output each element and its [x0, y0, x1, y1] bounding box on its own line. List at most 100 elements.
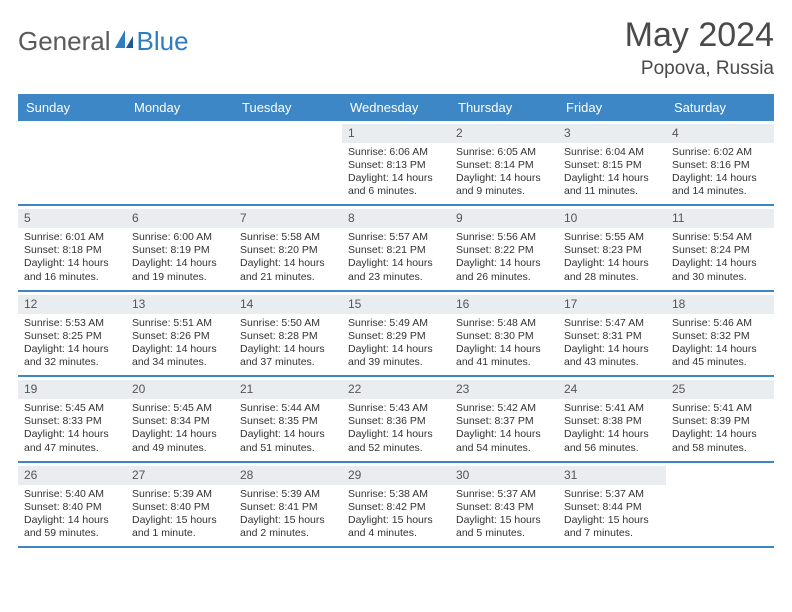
day-cell: 29Sunrise: 5:38 AMSunset: 8:42 PMDayligh…: [342, 463, 450, 547]
sunset-text: Sunset: 8:24 PM: [672, 244, 768, 257]
sunrise-text: Sunrise: 5:46 AM: [672, 317, 768, 330]
sunrise-text: Sunrise: 5:51 AM: [132, 317, 228, 330]
daylight-text: Daylight: 14 hours and 51 minutes.: [240, 428, 336, 454]
sunrise-text: Sunrise: 5:40 AM: [24, 488, 120, 501]
sunrise-text: Sunrise: 5:48 AM: [456, 317, 552, 330]
sunrise-text: Sunrise: 5:42 AM: [456, 402, 552, 415]
daylight-text: Daylight: 14 hours and 23 minutes.: [348, 257, 444, 283]
sunset-text: Sunset: 8:43 PM: [456, 501, 552, 514]
weekday-header: Friday: [558, 94, 666, 121]
sunset-text: Sunset: 8:18 PM: [24, 244, 120, 257]
date-number: 24: [558, 380, 666, 399]
sunset-text: Sunset: 8:31 PM: [564, 330, 660, 343]
day-cell: 5Sunrise: 6:01 AMSunset: 8:18 PMDaylight…: [18, 206, 126, 290]
brand-logo: General Blue: [18, 18, 189, 57]
date-number: 11: [666, 209, 774, 228]
date-number: 1: [342, 124, 450, 143]
day-cell: 28Sunrise: 5:39 AMSunset: 8:41 PMDayligh…: [234, 463, 342, 547]
sunrise-text: Sunrise: 5:45 AM: [24, 402, 120, 415]
daylight-text: Daylight: 14 hours and 49 minutes.: [132, 428, 228, 454]
sunrise-text: Sunrise: 6:02 AM: [672, 146, 768, 159]
date-number: 25: [666, 380, 774, 399]
date-number: 17: [558, 295, 666, 314]
sunrise-text: Sunrise: 5:49 AM: [348, 317, 444, 330]
sunrise-text: Sunrise: 5:44 AM: [240, 402, 336, 415]
calendar-grid: SundayMondayTuesdayWednesdayThursdayFrid…: [18, 94, 774, 549]
daylight-text: Daylight: 14 hours and 34 minutes.: [132, 343, 228, 369]
daylight-text: Daylight: 14 hours and 9 minutes.: [456, 172, 552, 198]
sunrise-text: Sunrise: 5:41 AM: [564, 402, 660, 415]
sunset-text: Sunset: 8:29 PM: [348, 330, 444, 343]
sunrise-text: Sunrise: 5:39 AM: [240, 488, 336, 501]
day-cell: 4Sunrise: 6:02 AMSunset: 8:16 PMDaylight…: [666, 121, 774, 205]
sunrise-text: Sunrise: 5:56 AM: [456, 231, 552, 244]
brand-text-2: Blue: [137, 26, 189, 57]
sunset-text: Sunset: 8:33 PM: [24, 415, 120, 428]
sunset-text: Sunset: 8:20 PM: [240, 244, 336, 257]
weekday-header: Tuesday: [234, 94, 342, 121]
weekday-header: Saturday: [666, 94, 774, 121]
sunrise-text: Sunrise: 6:04 AM: [564, 146, 660, 159]
daylight-text: Daylight: 14 hours and 43 minutes.: [564, 343, 660, 369]
week-row: 26Sunrise: 5:40 AMSunset: 8:40 PMDayligh…: [18, 463, 774, 549]
daylight-text: Daylight: 15 hours and 2 minutes.: [240, 514, 336, 540]
sunset-text: Sunset: 8:30 PM: [456, 330, 552, 343]
week-row: 1Sunrise: 6:06 AMSunset: 8:13 PMDaylight…: [18, 121, 774, 207]
weekday-header: Sunday: [18, 94, 126, 121]
daylight-text: Daylight: 14 hours and 59 minutes.: [24, 514, 120, 540]
empty-cell: [234, 121, 342, 205]
date-number: 4: [666, 124, 774, 143]
day-cell: 11Sunrise: 5:54 AMSunset: 8:24 PMDayligh…: [666, 206, 774, 290]
weekday-header-row: SundayMondayTuesdayWednesdayThursdayFrid…: [18, 94, 774, 121]
title-block: May 2024 Popova, Russia: [625, 18, 774, 80]
empty-cell: [18, 121, 126, 205]
daylight-text: Daylight: 14 hours and 11 minutes.: [564, 172, 660, 198]
sunset-text: Sunset: 8:39 PM: [672, 415, 768, 428]
page-header: General Blue May 2024 Popova, Russia: [18, 18, 774, 80]
daylight-text: Daylight: 14 hours and 19 minutes.: [132, 257, 228, 283]
date-number: 30: [450, 466, 558, 485]
daylight-text: Daylight: 14 hours and 26 minutes.: [456, 257, 552, 283]
day-cell: 2Sunrise: 6:05 AMSunset: 8:14 PMDaylight…: [450, 121, 558, 205]
daylight-text: Daylight: 14 hours and 37 minutes.: [240, 343, 336, 369]
daylight-text: Daylight: 14 hours and 30 minutes.: [672, 257, 768, 283]
day-cell: 23Sunrise: 5:42 AMSunset: 8:37 PMDayligh…: [450, 377, 558, 461]
sunset-text: Sunset: 8:21 PM: [348, 244, 444, 257]
daylight-text: Daylight: 14 hours and 54 minutes.: [456, 428, 552, 454]
sunset-text: Sunset: 8:25 PM: [24, 330, 120, 343]
daylight-text: Daylight: 14 hours and 52 minutes.: [348, 428, 444, 454]
sunrise-text: Sunrise: 5:47 AM: [564, 317, 660, 330]
date-number: 10: [558, 209, 666, 228]
daylight-text: Daylight: 14 hours and 21 minutes.: [240, 257, 336, 283]
date-number: 19: [18, 380, 126, 399]
date-number: 2: [450, 124, 558, 143]
day-cell: 22Sunrise: 5:43 AMSunset: 8:36 PMDayligh…: [342, 377, 450, 461]
date-number: 27: [126, 466, 234, 485]
day-cell: 14Sunrise: 5:50 AMSunset: 8:28 PMDayligh…: [234, 292, 342, 376]
date-number: 18: [666, 295, 774, 314]
date-number: 15: [342, 295, 450, 314]
date-number: 14: [234, 295, 342, 314]
day-cell: 20Sunrise: 5:45 AMSunset: 8:34 PMDayligh…: [126, 377, 234, 461]
sunrise-text: Sunrise: 5:37 AM: [564, 488, 660, 501]
day-cell: 25Sunrise: 5:41 AMSunset: 8:39 PMDayligh…: [666, 377, 774, 461]
week-row: 12Sunrise: 5:53 AMSunset: 8:25 PMDayligh…: [18, 292, 774, 378]
day-cell: 13Sunrise: 5:51 AMSunset: 8:26 PMDayligh…: [126, 292, 234, 376]
brand-text-1: General: [18, 26, 111, 57]
empty-cell: [126, 121, 234, 205]
weekday-header: Thursday: [450, 94, 558, 121]
sunrise-text: Sunrise: 6:01 AM: [24, 231, 120, 244]
date-number: 13: [126, 295, 234, 314]
day-cell: 7Sunrise: 5:58 AMSunset: 8:20 PMDaylight…: [234, 206, 342, 290]
daylight-text: Daylight: 14 hours and 32 minutes.: [24, 343, 120, 369]
daylight-text: Daylight: 15 hours and 1 minute.: [132, 514, 228, 540]
date-number: 3: [558, 124, 666, 143]
weekday-header: Monday: [126, 94, 234, 121]
date-number: 26: [18, 466, 126, 485]
day-cell: 30Sunrise: 5:37 AMSunset: 8:43 PMDayligh…: [450, 463, 558, 547]
date-number: 23: [450, 380, 558, 399]
sunset-text: Sunset: 8:16 PM: [672, 159, 768, 172]
sunrise-text: Sunrise: 5:37 AM: [456, 488, 552, 501]
brand-sail-icon: [113, 28, 135, 55]
day-cell: 9Sunrise: 5:56 AMSunset: 8:22 PMDaylight…: [450, 206, 558, 290]
